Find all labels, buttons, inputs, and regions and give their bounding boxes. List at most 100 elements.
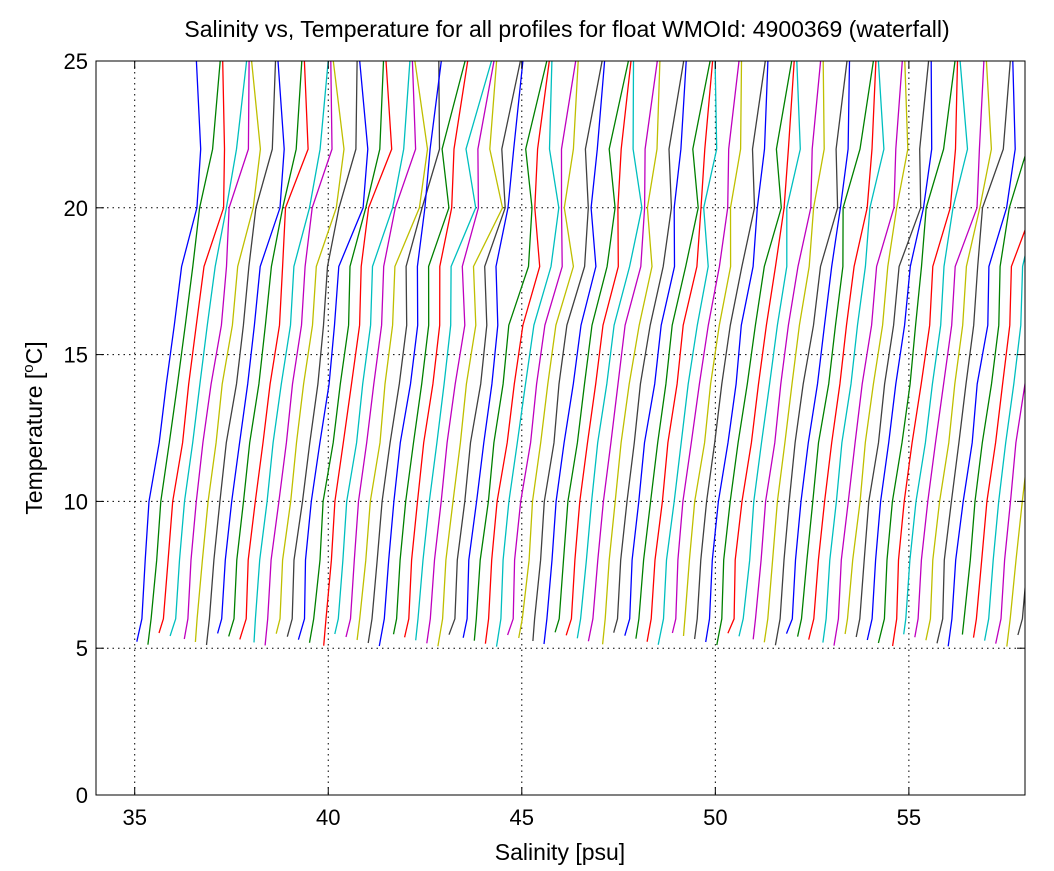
profile-line xyxy=(543,61,606,645)
profile-line xyxy=(925,61,993,641)
profile-line xyxy=(216,61,285,634)
profile-line xyxy=(183,61,250,640)
profile-line xyxy=(671,61,740,634)
profile-line xyxy=(308,61,385,643)
profile-line xyxy=(532,61,603,642)
x-tick-label-50: 50 xyxy=(703,805,727,830)
profile-line xyxy=(716,61,793,646)
profile-line xyxy=(796,61,875,637)
profile-line xyxy=(462,61,524,638)
profile-line xyxy=(264,61,333,646)
profile-line xyxy=(727,61,795,634)
chart-title: Salinity vs, Temperature for all profile… xyxy=(184,16,949,42)
profile-line xyxy=(866,61,933,641)
profile-line xyxy=(833,61,903,646)
profile-line xyxy=(367,61,441,644)
profile-line xyxy=(426,61,495,644)
profile-line xyxy=(903,61,969,635)
profile-line xyxy=(356,61,429,641)
y-axis-label-superscript: o xyxy=(20,364,37,372)
profile-line xyxy=(936,61,1011,644)
profile-line xyxy=(228,61,303,637)
y-tick-label-5: 5 xyxy=(76,636,88,661)
profile-line xyxy=(576,61,643,639)
x-tick-labels: 35 40 45 50 55 xyxy=(122,805,921,830)
profile-line xyxy=(844,61,909,635)
profile-line xyxy=(995,378,1025,644)
profile-line xyxy=(785,61,851,634)
profile-line xyxy=(855,61,930,638)
profile-line xyxy=(972,228,1025,638)
y-tick-label-10: 10 xyxy=(64,489,88,514)
profile-line xyxy=(774,61,848,646)
y-tick-label-0: 0 xyxy=(76,783,88,808)
y-axis-label-suffix: C] xyxy=(21,341,47,364)
profile-line xyxy=(495,61,560,647)
axis-ticks xyxy=(96,60,1025,796)
profile-line xyxy=(403,61,469,638)
profile-line xyxy=(947,61,1016,647)
profile-line xyxy=(914,61,985,638)
profile-line xyxy=(415,61,493,641)
y-axis-label: Temperature [oC] xyxy=(20,341,47,514)
profile-line xyxy=(554,61,630,633)
profile-line xyxy=(253,61,329,643)
profile-line xyxy=(891,61,959,647)
profile-line xyxy=(169,61,248,637)
profile-line xyxy=(601,61,661,645)
profile-line xyxy=(613,61,685,633)
y-tick-label-20: 20 xyxy=(64,196,88,221)
profile-line xyxy=(205,61,277,646)
y-tick-label-25: 25 xyxy=(64,49,88,74)
profile-line xyxy=(961,154,1025,635)
x-tick-label-55: 55 xyxy=(897,805,921,830)
x-tick-label-40: 40 xyxy=(316,805,340,830)
profile-line xyxy=(763,61,825,643)
plot-frame xyxy=(95,60,1026,796)
profile-line xyxy=(147,61,221,645)
profile-line xyxy=(705,61,769,643)
profile-line xyxy=(437,61,504,647)
profile-line xyxy=(334,61,411,635)
profile-line xyxy=(239,61,309,640)
profile-line xyxy=(286,61,358,637)
profile-line xyxy=(275,61,345,634)
profile-line xyxy=(682,61,743,637)
profile-line xyxy=(378,61,442,647)
profile-line xyxy=(693,61,766,640)
x-tick-label-45: 45 xyxy=(510,805,534,830)
profile-line xyxy=(752,61,822,640)
profile-line xyxy=(136,61,202,642)
profile-line xyxy=(587,61,658,642)
profile-line xyxy=(392,61,466,635)
profile-lines xyxy=(136,61,1025,647)
profile-line xyxy=(448,61,522,635)
profile-line xyxy=(194,61,262,643)
profile-line xyxy=(877,61,956,644)
x-axis-label: Salinity [psu] xyxy=(495,839,625,865)
x-tick-label-35: 35 xyxy=(122,805,146,830)
profile-line xyxy=(738,61,801,637)
profile-line xyxy=(565,61,632,636)
profile-line xyxy=(518,61,579,639)
profile-line xyxy=(624,61,687,636)
profile-line xyxy=(323,61,393,646)
y-tick-label-15: 15 xyxy=(64,343,88,368)
profile-line xyxy=(808,61,877,640)
profile-line xyxy=(484,61,550,644)
y-axis-label-prefix: Temperature [ xyxy=(21,372,47,515)
profile-line xyxy=(822,61,885,643)
y-tick-labels: 0 5 10 15 20 25 xyxy=(64,49,88,808)
profile-line xyxy=(297,61,369,640)
profile-line xyxy=(635,61,711,639)
profile-line xyxy=(158,61,226,634)
profile-line xyxy=(983,253,1025,641)
profile-line xyxy=(506,61,577,636)
profile-line xyxy=(1006,472,1025,647)
profile-line xyxy=(646,61,714,642)
profile-line xyxy=(345,61,417,638)
profile-line xyxy=(473,61,548,641)
profile-line xyxy=(657,61,718,645)
